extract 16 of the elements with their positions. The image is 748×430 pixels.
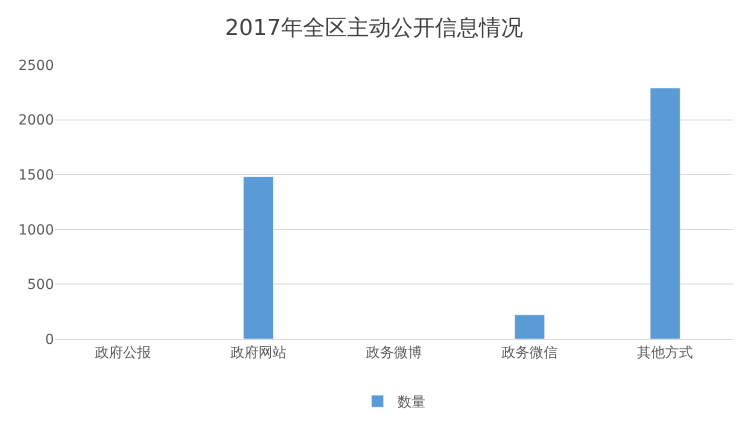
y-tick-label: 1000 [18,222,54,238]
legend-label: 数量 [398,394,426,411]
x-tick-label: 政务微博 [366,344,422,361]
y-tick-label: 2000 [18,112,54,129]
chart-title: 2017年全区主动公开信息情况 [225,16,523,41]
bar [243,176,274,339]
x-tick-label: 政务微信 [502,344,558,361]
bar [514,314,545,339]
x-tick-label: 其他方式 [637,344,694,361]
y-tick-label: 1500 [18,168,54,184]
x-tick-label: 政府网站 [230,344,286,361]
x-tick-label: 政府公报 [94,344,151,361]
y-tick-label: 2500 [18,58,54,74]
y-tick-label: 500 [27,277,54,294]
y-tick-label: 0 [45,332,54,348]
bar [650,88,680,339]
